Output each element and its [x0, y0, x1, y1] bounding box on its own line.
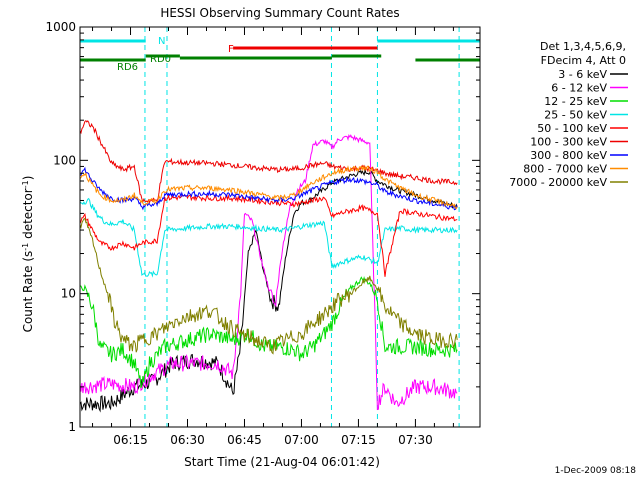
flag-label-n: N [158, 36, 165, 47]
series-line-5 [80, 119, 458, 204]
legend-header-detectors: Det 1,3,4,5,6,9, [540, 40, 626, 53]
y-axis-label-sup1: -1 [21, 243, 30, 251]
legend-label-5: 100 - 300 keV [530, 136, 607, 149]
legend-label-6: 300 - 800 keV [530, 149, 607, 162]
legend-header-decimation: FDecim 4, Att 0 [541, 54, 626, 67]
legend-label-2: 12 - 25 keV [544, 95, 607, 108]
legend-label-1: 6 - 12 keV [551, 82, 607, 95]
series-line-6 [80, 166, 458, 211]
y-axis-label-sup2: -1 [21, 180, 30, 188]
flags-layer: N F RD0 RD6 [80, 36, 480, 73]
series-line-3 [80, 197, 458, 278]
series-line-4 [80, 193, 458, 277]
y-axis-label-end: ) [21, 176, 35, 181]
x-tick-label-1: 06:30 [170, 433, 205, 447]
legend-label-3: 25 - 50 keV [544, 109, 607, 122]
flag-label-rd0: RD0 [150, 54, 171, 65]
x-tick-label-2: 06:45 [227, 433, 262, 447]
y-tick-label-1: 10 [61, 287, 76, 301]
legend-label-4: 50 - 100 keV [537, 122, 607, 135]
x-tick-label-3: 07:00 [284, 433, 319, 447]
x-tick-label-4: 07:15 [341, 433, 376, 447]
axis-labels: 06:15 06:30 06:45 07:00 07:15 07:30 1 10 100 1000 [45, 20, 432, 447]
legend: Det 1,3,4,5,6,9, FDecim 4, Att 0 3 - 6 k… [509, 40, 628, 189]
series-line-1 [80, 133, 458, 411]
y-axis-label: Count Rate (s-1 detector-1) [21, 176, 36, 333]
y-axis-label-rest: detector [21, 188, 35, 243]
x-axis-label: Start Time (21-Aug-04 06:01:42) [184, 455, 380, 469]
chart-title: HESSI Observing Summary Count Rates [160, 6, 399, 20]
y-tick-label-2: 100 [53, 153, 76, 167]
series-layer [80, 119, 458, 413]
axis-ticks [80, 26, 480, 428]
plot-frame [79, 26, 481, 428]
footer-date: 1-Dec-2009 08:18 [555, 466, 637, 476]
legend-label-8: 7000 - 20000 keV [509, 176, 607, 189]
series-line-7 [80, 164, 458, 210]
legend-label-7: 800 - 7000 keV [523, 163, 607, 176]
flag-label-f: F [228, 44, 234, 55]
y-axis-label-main: Count Rate (s [21, 251, 35, 333]
flag-label-rd6: RD6 [117, 62, 138, 73]
y-tick-label-0: 1 [68, 420, 76, 434]
y-tick-label-3: 1000 [45, 20, 76, 34]
x-tick-label-0: 06:15 [113, 433, 148, 447]
series-line-8 [80, 217, 458, 355]
x-tick-label-5: 07:30 [398, 433, 433, 447]
legend-label-0: 3 - 6 keV [558, 68, 607, 81]
